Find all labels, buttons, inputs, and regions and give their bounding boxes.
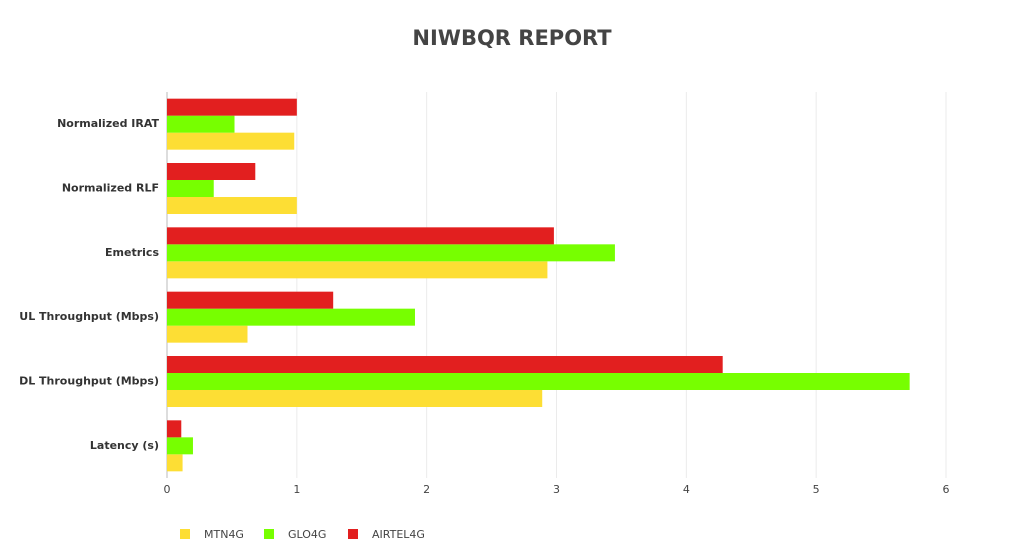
bar: [167, 197, 297, 214]
x-tick-label: 5: [813, 483, 820, 496]
chart-title: NIWBQR REPORT: [412, 26, 612, 50]
bar: [167, 356, 723, 373]
legend-swatch[interactable]: [180, 529, 190, 539]
bar: [167, 373, 910, 390]
legend-label[interactable]: GLO4G: [288, 528, 326, 541]
y-tick-label: UL Throughput (Mbps): [19, 310, 159, 323]
y-tick-label: Normalized IRAT: [57, 117, 159, 130]
x-tick-label: 6: [943, 483, 950, 496]
bar: [167, 261, 548, 279]
bar: [167, 115, 235, 133]
x-tick-label: 0: [164, 483, 171, 496]
y-tick-label: DL Throughput (Mbps): [19, 375, 159, 388]
bar: [167, 325, 248, 343]
legend-swatch[interactable]: [348, 529, 358, 539]
y-tick-label: Emetrics: [105, 246, 159, 259]
bar: [167, 390, 543, 407]
bar: [167, 420, 182, 438]
bar: [167, 244, 615, 262]
bar: [167, 98, 297, 116]
x-tick-label: 4: [683, 483, 690, 496]
bar: [167, 132, 295, 150]
x-tick-label: 2: [423, 483, 430, 496]
bar: [167, 291, 334, 309]
bar: [167, 437, 193, 455]
x-tick-label: 1: [293, 483, 300, 496]
bar: [167, 180, 214, 197]
bar: [167, 308, 415, 326]
legend-swatch[interactable]: [264, 529, 274, 539]
bar: [167, 454, 183, 472]
bar: [167, 227, 554, 245]
legend-label[interactable]: AIRTEL4G: [372, 528, 425, 541]
x-tick-label: 3: [553, 483, 560, 496]
legend-label[interactable]: MTN4G: [204, 528, 244, 541]
y-tick-label: Normalized RLF: [62, 182, 159, 195]
bar: [167, 163, 256, 180]
y-tick-label: Latency (s): [90, 439, 159, 452]
